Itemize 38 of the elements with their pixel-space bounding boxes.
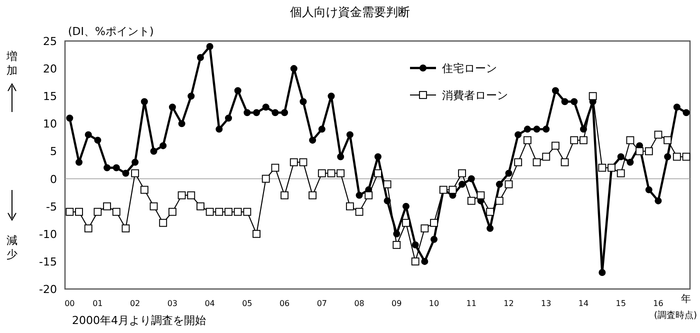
legend-label: 消費者ローン <box>442 89 508 102</box>
ytick: 5 <box>50 145 57 158</box>
xtick: 10 <box>428 299 440 308</box>
ytick: 10 <box>43 118 57 131</box>
xtick: 03 <box>167 299 178 308</box>
annotation: 2000年4月より調査を開始 <box>72 314 206 327</box>
xtick: 14 <box>578 299 589 308</box>
ylabel: (DI、%ポイント) <box>68 25 154 38</box>
xtick: 07 <box>316 299 327 308</box>
xtick: 05 <box>242 299 252 308</box>
xtick: 09 <box>392 299 402 308</box>
ytick: -15 <box>39 255 57 268</box>
xtick: 16 <box>653 299 664 308</box>
title: 個人向け資金需要判断 <box>290 5 410 19</box>
xtick: 13 <box>541 299 552 308</box>
ytick: 0 <box>50 172 57 186</box>
annotation: (調査時点) <box>654 311 697 321</box>
xtick: 15 <box>616 299 626 308</box>
ytick: -5 <box>46 200 57 214</box>
xtick: 11 <box>466 299 476 308</box>
annotation: 増加 <box>6 50 18 77</box>
legend-label: 住宅ローン <box>442 62 497 75</box>
xtick: 00 <box>64 299 75 308</box>
ytick: -20 <box>39 283 57 296</box>
xtick: 06 <box>279 299 290 308</box>
ytick: 25 <box>43 35 57 48</box>
annotation: 減少 <box>6 234 18 261</box>
xtick: 12 <box>504 299 514 308</box>
xtick: 01 <box>92 299 103 308</box>
ytick: 20 <box>43 62 57 76</box>
xlabel: 年 <box>681 294 691 305</box>
legend-item: 消費者ローン <box>410 89 508 102</box>
xtick: 08 <box>354 299 364 308</box>
ytick: 15 <box>43 90 57 104</box>
xtick: 04 <box>204 299 215 308</box>
ytick: -10 <box>39 228 57 241</box>
xtick: 02 <box>130 299 140 308</box>
legend-item: 住宅ローン <box>410 62 497 75</box>
